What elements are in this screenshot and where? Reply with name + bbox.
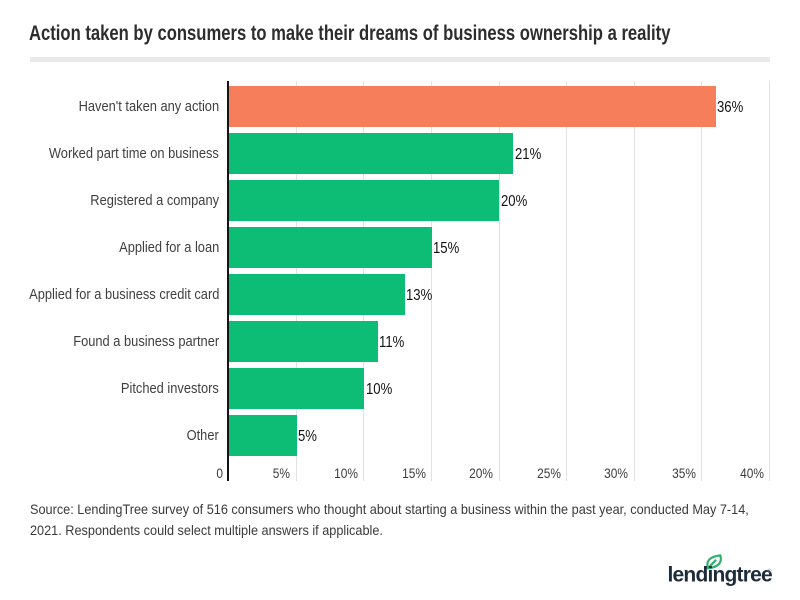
svg-text:lendingtree: lendingtree (668, 563, 773, 586)
svg-text:®: ® (768, 568, 772, 575)
